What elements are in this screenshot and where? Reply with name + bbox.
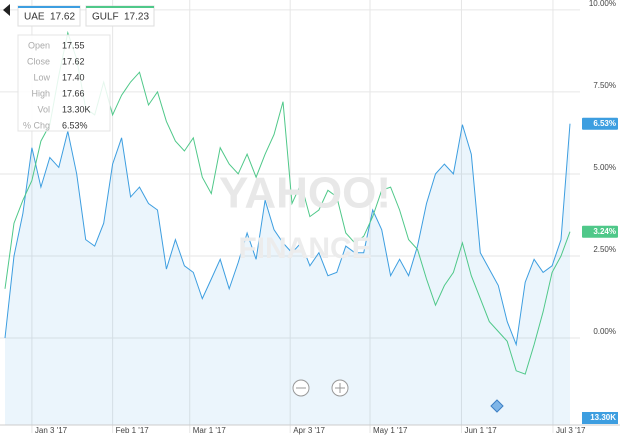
x-tick-label: Jun 1 '17 (464, 426, 497, 435)
legend-swatch (18, 6, 80, 8)
tooltip-label: Low (33, 72, 50, 82)
tooltip-value: 17.40 (62, 72, 85, 82)
y-tick-label: 2.50% (593, 245, 616, 254)
y-tick-label: 5.00% (593, 163, 616, 172)
x-tick-label: Mar 1 '17 (193, 426, 227, 435)
tooltip-value: 6.53% (62, 120, 88, 130)
tooltip-label: Vol (37, 104, 50, 114)
tooltip-value: 13.30K (62, 104, 91, 114)
y-tick-label: 0.00% (593, 327, 616, 336)
grid (0, 0, 580, 433)
zoom-in[interactable] (331, 379, 349, 397)
x-tick-label: May 1 '17 (373, 426, 408, 435)
tooltip-label: % Chg (23, 120, 50, 130)
line (4, 123, 571, 347)
legend: UAE 17.62 GULF 17.23 (17, 5, 155, 27)
legend-price: 17.23 (124, 12, 149, 23)
x-tick-label: Feb 1 '17 (116, 426, 150, 435)
volume-label: 13.30K (590, 413, 616, 422)
zoom-out[interactable] (292, 379, 310, 397)
watermark: YAHOO! (219, 169, 391, 218)
x-tick-label: Apr 3 '17 (293, 426, 325, 435)
event-marker[interactable] (490, 399, 504, 413)
tooltip-value: 17.55 (62, 40, 85, 50)
volume-label-bg (582, 412, 618, 424)
x-tick-label: Jul 3 '17 (556, 426, 586, 435)
legend-name: GULF (92, 12, 119, 23)
tooltip-value: 17.66 (62, 88, 85, 98)
tooltip-box (17, 34, 111, 132)
legend-swatch (86, 6, 154, 8)
end-label-bg (582, 225, 618, 238)
tooltip-label: High (31, 88, 50, 98)
x-tick-label: Jan 3 '17 (35, 426, 68, 435)
area (5, 123, 570, 425)
legend-price: 17.62 (50, 12, 75, 23)
back-arrow[interactable] (3, 4, 10, 16)
end-label: 6.53% (593, 119, 616, 128)
tooltip-label: Close (27, 56, 50, 66)
end-label: 3.24% (593, 227, 616, 236)
tooltip-value: 17.62 (62, 56, 85, 66)
y-tick-label: 7.50% (593, 81, 616, 90)
legend-name: UAE (24, 12, 45, 23)
tooltip: Open 17.55 Close 17.62 Low 17.40 High 17.66 Vol 1… (17, 34, 111, 132)
labels: 0.00% 2.50% 5.00% 7.50% 10.00% Jan 3 '17 Feb 1… (35, 0, 618, 435)
y-tick-label: 10.00% (589, 0, 616, 8)
watermark: FINANCE (238, 232, 371, 265)
end-label-bg (582, 117, 618, 130)
tooltip-label: Open (28, 40, 50, 50)
